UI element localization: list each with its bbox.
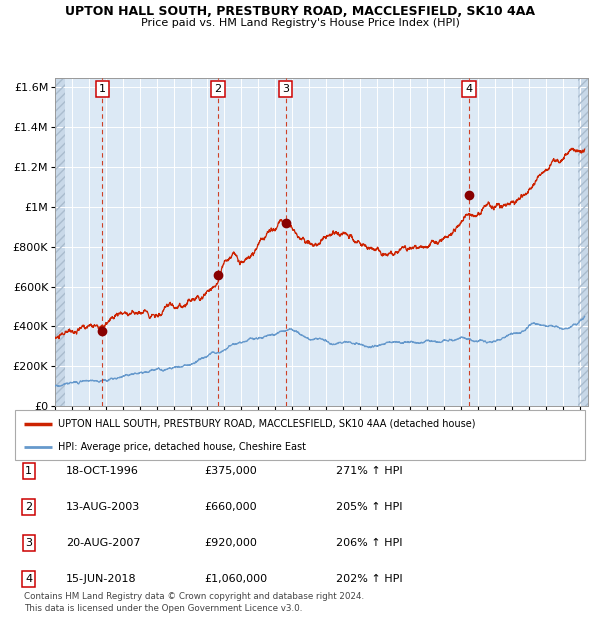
Text: 15-JUN-2018: 15-JUN-2018 bbox=[66, 574, 137, 584]
Text: £920,000: £920,000 bbox=[204, 538, 257, 548]
Text: 13-AUG-2003: 13-AUG-2003 bbox=[66, 502, 140, 512]
FancyBboxPatch shape bbox=[15, 410, 585, 460]
Bar bbox=[55, 78, 65, 406]
Text: UPTON HALL SOUTH, PRESTBURY ROAD, MACCLESFIELD, SK10 4AA (detached house): UPTON HALL SOUTH, PRESTBURY ROAD, MACCLE… bbox=[58, 419, 475, 429]
Text: £660,000: £660,000 bbox=[204, 502, 257, 512]
Bar bbox=[55, 78, 65, 406]
Bar bbox=[578, 78, 588, 406]
Text: HPI: Average price, detached house, Cheshire East: HPI: Average price, detached house, Ches… bbox=[58, 441, 306, 451]
Text: Contains HM Land Registry data © Crown copyright and database right 2024.
This d: Contains HM Land Registry data © Crown c… bbox=[24, 591, 364, 613]
Text: 271% ↑ HPI: 271% ↑ HPI bbox=[336, 466, 403, 476]
Text: UPTON HALL SOUTH, PRESTBURY ROAD, MACCLESFIELD, SK10 4AA: UPTON HALL SOUTH, PRESTBURY ROAD, MACCLE… bbox=[65, 5, 535, 18]
Text: 1: 1 bbox=[25, 466, 32, 476]
Bar bbox=[578, 78, 588, 406]
Text: 205% ↑ HPI: 205% ↑ HPI bbox=[336, 502, 403, 512]
Text: £375,000: £375,000 bbox=[204, 466, 257, 476]
Text: Price paid vs. HM Land Registry's House Price Index (HPI): Price paid vs. HM Land Registry's House … bbox=[140, 18, 460, 28]
Text: 4: 4 bbox=[25, 574, 32, 584]
Text: 202% ↑ HPI: 202% ↑ HPI bbox=[336, 574, 403, 584]
Text: 2: 2 bbox=[25, 502, 32, 512]
Text: 1: 1 bbox=[99, 84, 106, 94]
Text: 3: 3 bbox=[282, 84, 289, 94]
Text: 18-OCT-1996: 18-OCT-1996 bbox=[66, 466, 139, 476]
Text: 2: 2 bbox=[214, 84, 221, 94]
Text: 20-AUG-2007: 20-AUG-2007 bbox=[66, 538, 140, 548]
Text: £1,060,000: £1,060,000 bbox=[204, 574, 267, 584]
Text: 4: 4 bbox=[466, 84, 472, 94]
Text: 206% ↑ HPI: 206% ↑ HPI bbox=[336, 538, 403, 548]
Text: 3: 3 bbox=[25, 538, 32, 548]
